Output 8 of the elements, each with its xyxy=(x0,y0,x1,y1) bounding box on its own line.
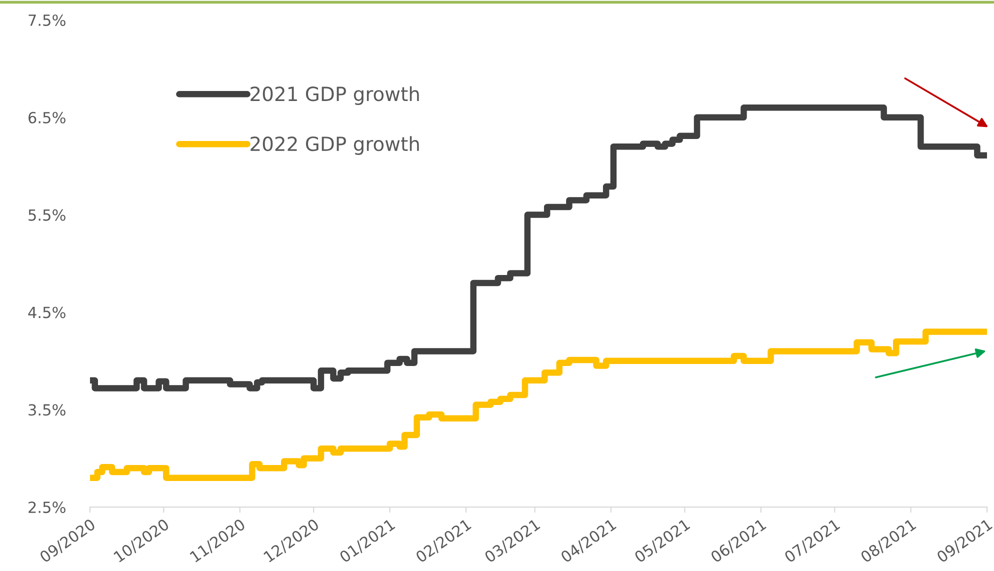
legend-label: 2022 GDP growth xyxy=(250,136,419,155)
y-tick-label: 6.5% xyxy=(28,112,66,124)
legend-label: 2021 GDP growth xyxy=(250,86,419,106)
y-tick-label: 4.5% xyxy=(28,306,66,318)
y-tick-label: 2.5% xyxy=(28,502,66,514)
y-tick-label: 5.5% xyxy=(28,209,66,221)
y-tick-label: 7.5% xyxy=(28,14,66,26)
y-tick-label: 3.5% xyxy=(28,404,66,416)
